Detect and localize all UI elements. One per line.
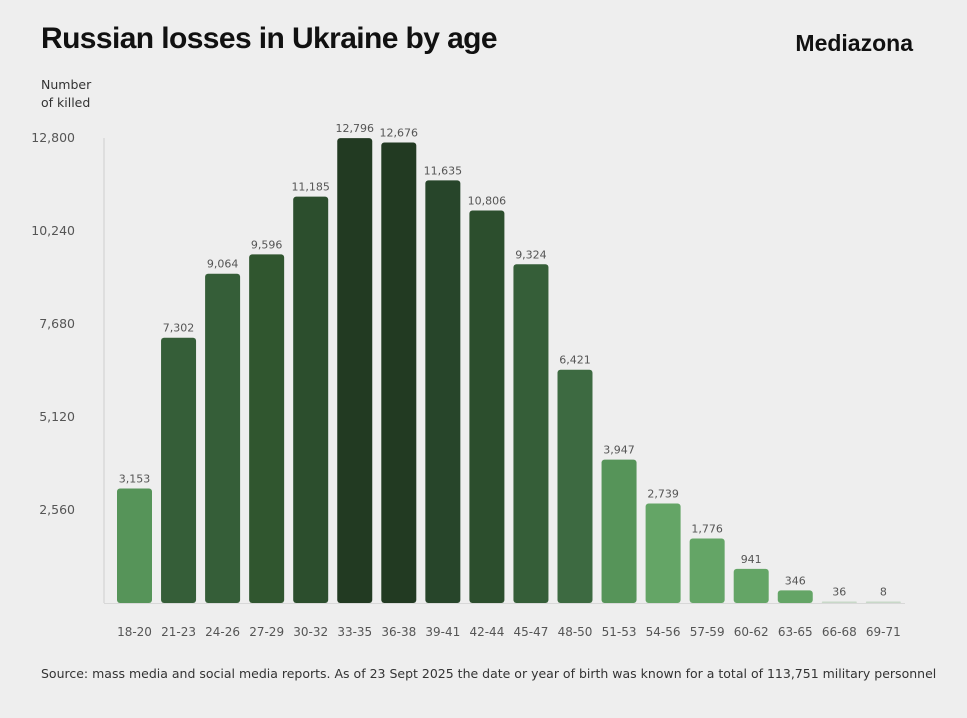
bar-group: 9,324 45-47 [513, 248, 549, 639]
bar-group: 12,676 36-38 [380, 127, 419, 639]
bar [425, 180, 461, 603]
bar-value-label: 36 [832, 586, 846, 599]
x-tick-label: 36-38 [381, 625, 416, 639]
bar [469, 210, 505, 603]
bar-group: 941 60-62 [733, 553, 769, 639]
bar-value-label: 3,153 [119, 472, 151, 485]
x-tick-label: 33-35 [337, 625, 372, 639]
y-tick-label: 7,680 [39, 316, 75, 331]
bar [205, 273, 241, 603]
bar-value-label: 3,947 [603, 444, 635, 457]
bar-group: 11,185 30-32 [291, 181, 330, 639]
x-tick-label: 51-53 [602, 625, 637, 639]
bar-value-label: 11,185 [291, 181, 330, 194]
x-tick-label: 18-20 [117, 625, 152, 639]
bar [117, 488, 152, 603]
bar-group: 3,947 51-53 [601, 444, 637, 639]
y-axis-label-line-2: of killed [41, 95, 91, 110]
bar [689, 538, 725, 603]
x-tick-label: 27-29 [249, 625, 284, 639]
bar-group: 9,064 24-26 [205, 258, 241, 639]
y-axis-label-line-1: Number [41, 77, 92, 92]
bar-group: 9,596 27-29 [249, 238, 285, 639]
y-tick-label: 2,560 [39, 502, 75, 517]
bar-group: 8 69-71 [865, 586, 901, 639]
chart-title: Russian losses in Ukraine by age [41, 22, 498, 55]
y-tick-label: 12,800 [31, 130, 75, 145]
bar-value-label: 346 [785, 574, 806, 587]
bar-group: 6,421 48-50 [557, 354, 593, 639]
bar-value-label: 9,324 [515, 248, 547, 261]
bar-group: 2,739 54-56 [645, 487, 681, 639]
bar-group: 3,153 18-20 [117, 472, 152, 639]
bar-value-label: 12,676 [380, 127, 419, 140]
bar [601, 459, 637, 603]
brand-logo: Mediazona [795, 30, 913, 56]
bar [381, 142, 417, 603]
y-tick-label: 10,240 [31, 223, 75, 238]
x-tick-label: 66-68 [822, 625, 857, 639]
bar-value-label: 12,796 [336, 122, 375, 135]
x-tick-label: 21-23 [161, 625, 196, 639]
bar [821, 601, 857, 603]
bar-group: 346 63-65 [777, 574, 813, 639]
bar [249, 254, 285, 603]
bar-value-label: 9,596 [251, 238, 283, 251]
bar-value-label: 10,806 [468, 194, 507, 207]
bar-group: 12,796 33-35 [336, 122, 375, 639]
x-tick-label: 24-26 [205, 625, 240, 639]
bar-value-label: 9,064 [207, 258, 239, 271]
x-tick-label: 60-62 [734, 625, 769, 639]
bar [733, 568, 769, 603]
bar [513, 264, 549, 603]
x-tick-label: 45-47 [514, 625, 549, 639]
bar [777, 590, 813, 603]
x-tick-label: 48-50 [558, 625, 593, 639]
x-tick-label: 54-56 [646, 625, 681, 639]
bar-value-label: 6,421 [559, 354, 591, 367]
y-axis-label: Number of killed [41, 76, 121, 112]
bar [645, 503, 681, 603]
bar [161, 337, 197, 603]
x-tick-label: 30-32 [293, 625, 328, 639]
bar-value-label: 11,635 [424, 164, 463, 177]
x-tick-label: 39-41 [425, 625, 460, 639]
bar [293, 196, 329, 603]
source-note: Source: mass media and social media repo… [41, 666, 937, 681]
bar-value-label: 2,739 [647, 487, 679, 500]
bar [557, 369, 593, 603]
x-tick-label: 57-59 [690, 625, 725, 639]
bar-value-label: 8 [880, 586, 887, 599]
x-tick-label: 63-65 [778, 625, 813, 639]
bar-group: 7,302 21-23 [161, 322, 197, 639]
x-tick-label: 69-71 [866, 625, 901, 639]
x-tick-label: 42-44 [469, 625, 504, 639]
bar-value-label: 1,776 [691, 522, 723, 535]
bar [865, 601, 901, 603]
bar-group: 36 66-68 [821, 586, 857, 639]
y-tick-label: 5,120 [39, 409, 75, 424]
bar-group: 10,806 42-44 [468, 194, 507, 639]
bar-value-label: 7,302 [163, 322, 195, 335]
bar-group: 11,635 39-41 [424, 164, 463, 639]
bar-value-label: 941 [741, 553, 762, 566]
bar-group: 1,776 57-59 [689, 522, 725, 639]
bar [337, 138, 373, 603]
